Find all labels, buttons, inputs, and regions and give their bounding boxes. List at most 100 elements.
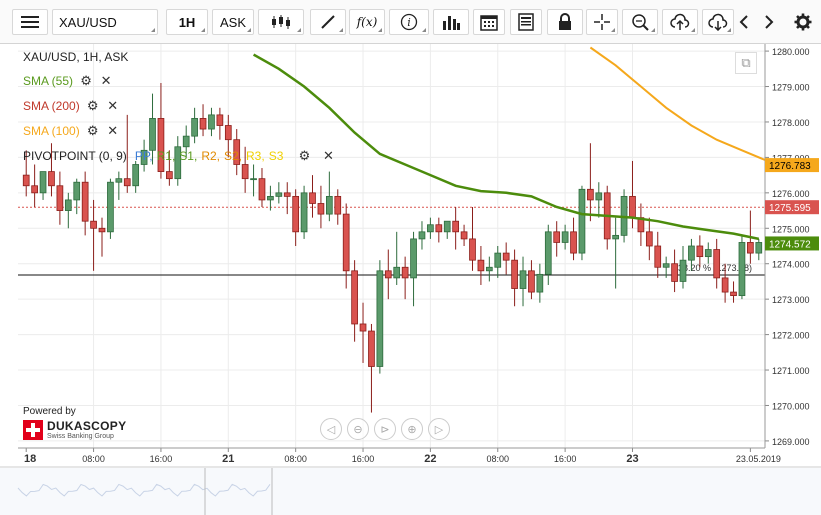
close-icon[interactable]: ✕ xyxy=(107,98,119,113)
calendar-button[interactable] xyxy=(473,9,505,35)
zoom-in-icon[interactable]: ⊕ xyxy=(401,418,423,440)
candle xyxy=(64,192,72,229)
close-icon[interactable]: ✕ xyxy=(322,148,334,163)
candle xyxy=(502,242,510,275)
close-icon[interactable]: ✕ xyxy=(100,73,112,88)
candle xyxy=(208,107,215,137)
legend-sma100-label: SMA (100) xyxy=(23,124,80,138)
pivot-item-r1: R1, xyxy=(156,149,176,163)
candle-body xyxy=(107,181,114,233)
candle xyxy=(645,217,653,261)
report-icon xyxy=(518,13,534,31)
candle xyxy=(90,199,97,271)
candle-body xyxy=(738,242,746,297)
report-button[interactable] xyxy=(510,9,542,35)
powered-by: Powered by xyxy=(23,406,76,417)
zoom-button[interactable] xyxy=(622,9,658,35)
x-tick-label: 22 xyxy=(424,453,436,465)
candle xyxy=(393,231,401,285)
side-selector[interactable]: ASK xyxy=(212,9,254,35)
gear-icon[interactable]: ⚙ xyxy=(86,98,99,113)
candle-body xyxy=(250,178,257,181)
candle-body xyxy=(427,224,434,233)
reset-view-icon[interactable]: ⊳ xyxy=(374,418,396,440)
x-tick-label: 08:00 xyxy=(284,454,307,464)
gear-icon[interactable]: ⚙ xyxy=(86,123,99,138)
candle-body xyxy=(595,192,603,201)
menu-button[interactable] xyxy=(12,9,48,35)
candle-body xyxy=(704,249,712,258)
candle-body xyxy=(199,118,207,130)
gear-icon[interactable]: ⚙ xyxy=(80,73,92,88)
legend-sma200: SMA (200) ⚙ ✕ xyxy=(23,98,120,114)
chart-type-button[interactable] xyxy=(258,9,304,35)
close-icon[interactable]: ✕ xyxy=(107,123,119,138)
candle-body xyxy=(182,135,190,148)
pivot-item-s2: S2, xyxy=(224,149,243,163)
candle xyxy=(755,238,763,261)
instrument-selector[interactable]: XAU/USD xyxy=(52,9,158,35)
candle-body xyxy=(671,263,678,282)
info-button[interactable]: i xyxy=(389,9,429,35)
period-selector[interactable]: 1H xyxy=(166,9,208,35)
upload-icon xyxy=(670,13,690,30)
x-tick-label: 08:00 xyxy=(486,454,509,464)
settings-button[interactable] xyxy=(792,9,814,35)
candle-body xyxy=(351,270,358,325)
candle-body xyxy=(721,277,729,293)
function-button[interactable]: f(x) xyxy=(349,9,385,35)
legend-sma55-label: SMA (55) xyxy=(23,74,74,88)
legend-pivot-label: PIVOTPOINT (0, 9) xyxy=(23,149,127,163)
candle-body xyxy=(359,323,367,332)
candle-body xyxy=(267,195,274,201)
scroll-left-icon[interactable]: ◁ xyxy=(320,418,342,440)
candle xyxy=(22,150,30,197)
prev-button[interactable] xyxy=(735,9,753,35)
download-button[interactable] xyxy=(702,9,734,35)
candle xyxy=(485,256,493,282)
function-icon: f(x) xyxy=(356,15,378,29)
candle xyxy=(410,231,417,307)
scroll-right-icon[interactable]: ▷ xyxy=(428,418,450,440)
pivot-item-r2: R2, xyxy=(201,149,220,163)
y-tick-label: 1271.000 xyxy=(772,366,810,376)
y-tick-label: 1270.000 xyxy=(772,401,810,411)
y-tick-label: 1275.000 xyxy=(772,224,810,234)
draw-button[interactable] xyxy=(310,9,346,35)
candle xyxy=(376,260,384,374)
volume-button[interactable] xyxy=(433,9,469,35)
candle-body xyxy=(418,231,426,240)
candle-body xyxy=(460,231,468,240)
candle xyxy=(342,203,350,289)
candle-body xyxy=(384,270,392,279)
candle-body xyxy=(747,242,754,254)
candle xyxy=(140,139,148,172)
zoom-out-icon[interactable]: ⊖ xyxy=(347,418,369,440)
legend-sma100: SMA (100) ⚙ ✕ xyxy=(23,123,120,139)
gear-icon[interactable]: ⚙ xyxy=(298,148,311,163)
candle xyxy=(511,249,518,307)
candle xyxy=(713,238,721,289)
next-button[interactable] xyxy=(760,9,778,35)
candle-body xyxy=(511,259,518,289)
download-icon xyxy=(708,13,728,31)
sma55-line xyxy=(252,53,760,241)
crosshair-button[interactable] xyxy=(586,9,618,35)
candle-body xyxy=(469,238,476,261)
candle-body xyxy=(115,178,123,183)
expand-icon[interactable]: ⧉ xyxy=(735,52,757,74)
candle-body xyxy=(300,192,308,233)
branding: Powered by DUKASCOPY Swiss Banking Group xyxy=(23,406,126,440)
upload-button[interactable] xyxy=(662,9,698,35)
y-tick-label: 1272.000 xyxy=(772,331,810,341)
x-tick-label: 23 xyxy=(626,453,638,465)
candle-body xyxy=(662,263,670,268)
candle-body xyxy=(123,178,131,187)
y-tick-label: 1273.000 xyxy=(772,295,810,305)
lock-button[interactable] xyxy=(547,9,583,35)
x-tick-label: 18 xyxy=(24,453,36,465)
candle-body xyxy=(132,164,140,187)
candle-body xyxy=(570,231,577,254)
navigator-strip xyxy=(0,468,821,515)
